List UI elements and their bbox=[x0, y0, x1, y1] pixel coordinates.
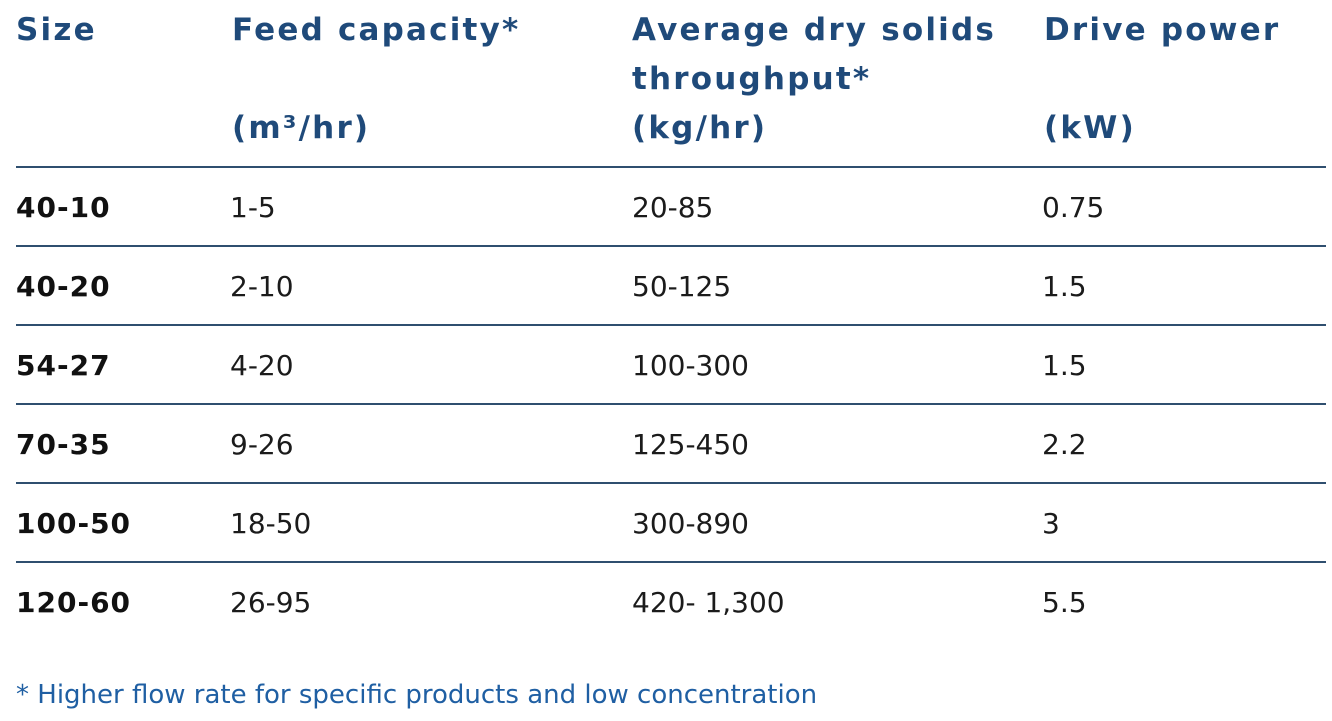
header-drive-label: Drive power bbox=[1044, 12, 1281, 48]
table-row: 40-10 1-5 20-85 0.75 bbox=[16, 168, 1326, 247]
cell-size: 100-50 bbox=[16, 507, 132, 540]
cell-size: 70-35 bbox=[16, 428, 111, 461]
cell-drive-power: 2.2 bbox=[1042, 428, 1087, 461]
header-size: Size bbox=[16, 6, 97, 55]
header-drive-power: Drive power (kW) bbox=[1044, 6, 1280, 153]
footnote: * Higher flow rate for specific products… bbox=[16, 680, 818, 710]
cell-feed-capacity: 18-50 bbox=[230, 507, 312, 540]
cell-feed-capacity: 1-5 bbox=[230, 191, 276, 224]
cell-dry-solids: 125-450 bbox=[632, 428, 749, 461]
header-feed-capacity: Feed capacity* (m³/hr) bbox=[232, 6, 520, 153]
table-row: 70-35 9-26 125-450 2.2 bbox=[16, 405, 1326, 484]
cell-drive-power: 3 bbox=[1042, 507, 1060, 540]
cell-dry-solids: 420- 1,300 bbox=[632, 586, 785, 619]
cell-dry-solids: 100-300 bbox=[632, 349, 749, 382]
header-size-label: Size bbox=[16, 12, 97, 48]
cell-size: 40-20 bbox=[16, 270, 111, 303]
cell-size: 120-60 bbox=[16, 586, 132, 619]
cell-drive-power: 0.75 bbox=[1042, 191, 1105, 224]
header-feed-label: Feed capacity* bbox=[232, 12, 521, 48]
header-dry-label-line1: Average dry solids bbox=[632, 12, 997, 48]
table-header-row: Size Feed capacity* (m³/hr) Average dry … bbox=[16, 0, 1326, 168]
header-dry-label-line2: throughput* bbox=[632, 61, 872, 97]
table-row: 120-60 26-95 420- 1,300 5.5 bbox=[16, 563, 1326, 640]
cell-feed-capacity: 9-26 bbox=[230, 428, 294, 461]
cell-feed-capacity: 2-10 bbox=[230, 270, 294, 303]
cell-dry-solids: 50-125 bbox=[632, 270, 732, 303]
table-row: 100-50 18-50 300-890 3 bbox=[16, 484, 1326, 563]
header-dry-solids: Average dry solids throughput* (kg/hr) bbox=[632, 6, 996, 153]
header-dry-unit: (kg/hr) bbox=[632, 110, 768, 146]
cell-size: 54-27 bbox=[16, 349, 111, 382]
cell-drive-power: 5.5 bbox=[1042, 586, 1087, 619]
table-row: 40-20 2-10 50-125 1.5 bbox=[16, 247, 1326, 326]
cell-drive-power: 1.5 bbox=[1042, 270, 1087, 303]
header-feed-unit: (m³/hr) bbox=[232, 110, 371, 146]
cell-size: 40-10 bbox=[16, 191, 111, 224]
cell-dry-solids: 20-85 bbox=[632, 191, 714, 224]
header-drive-unit: (kW) bbox=[1044, 110, 1136, 146]
table-row: 54-27 4-20 100-300 1.5 bbox=[16, 326, 1326, 405]
specs-table: Size Feed capacity* (m³/hr) Average dry … bbox=[16, 0, 1326, 640]
cell-feed-capacity: 4-20 bbox=[230, 349, 294, 382]
cell-feed-capacity: 26-95 bbox=[230, 586, 312, 619]
cell-drive-power: 1.5 bbox=[1042, 349, 1087, 382]
cell-dry-solids: 300-890 bbox=[632, 507, 749, 540]
